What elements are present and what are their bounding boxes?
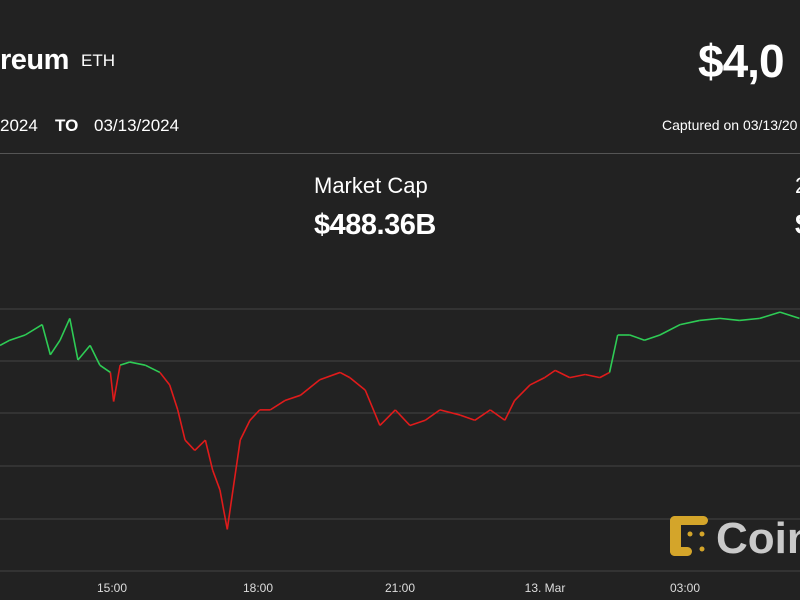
price-segment [409, 419, 426, 427]
price-segment [144, 364, 161, 374]
price-segment [284, 394, 301, 402]
price-segment [219, 489, 229, 530]
price-segment [24, 323, 43, 336]
price-segment [569, 373, 586, 379]
price-segment [514, 384, 531, 402]
x-tick-label: 03:00 [670, 581, 700, 595]
price-segment [424, 409, 441, 421]
price-segment [49, 339, 61, 356]
price-segment [659, 323, 681, 336]
x-tick-label: 21:00 [385, 581, 415, 595]
price-segment [184, 439, 196, 451]
price-segment [759, 311, 781, 320]
price-segment [585, 373, 600, 379]
market-cap-value: $488.36B [314, 209, 436, 241]
price-segment [226, 489, 234, 530]
price-segment [9, 334, 26, 341]
price-segment [699, 317, 721, 322]
current-price: $4,0 [698, 35, 785, 87]
asset-title: reum [0, 44, 69, 76]
market-cap-label: Market Cap [314, 173, 428, 198]
price-segment [379, 409, 396, 427]
price-segment [474, 409, 491, 421]
price-segment [629, 334, 645, 341]
price-segment [239, 419, 251, 441]
price-segment [608, 334, 619, 373]
price-segment [232, 439, 242, 491]
x-tick-label: 13. Mar [525, 581, 566, 595]
price-segment [119, 361, 131, 366]
price-segment [364, 389, 381, 426]
divider [0, 153, 800, 154]
asset-ticker: ETH [81, 51, 115, 70]
from-date: 2024 [0, 116, 38, 135]
price-segment [779, 311, 800, 320]
stat-value-right: $ [795, 209, 800, 242]
price-segment [739, 317, 760, 322]
price-segment [319, 371, 341, 381]
price-segment [99, 364, 111, 374]
price-segment [554, 369, 571, 379]
price-segment [644, 334, 661, 341]
price-segment [339, 371, 351, 379]
price-segment [459, 414, 476, 422]
price-segment [41, 324, 52, 355]
price-segment [394, 409, 411, 427]
price-segment [0, 339, 11, 347]
price-segment [269, 399, 286, 411]
price-segment [112, 365, 121, 402]
price-line [0, 311, 800, 530]
price-segment [176, 409, 186, 441]
price-segment [59, 318, 71, 341]
to-date: 03/13/2024 [94, 116, 180, 135]
price-segment [204, 439, 214, 471]
price-segment [439, 409, 461, 416]
coindesk-logo-icon [668, 514, 712, 563]
x-axis: 15:00 18:00 21:00 13. Mar 03:00 [97, 581, 700, 595]
price-segment [168, 384, 179, 411]
price-segment [194, 439, 206, 452]
price-segment [299, 379, 321, 396]
stat-label-right: 2 [795, 173, 800, 199]
price-segment [489, 409, 506, 421]
price-segment [680, 319, 700, 326]
price-segment [529, 376, 545, 386]
to-label: TO [55, 116, 79, 135]
price-segment [77, 344, 91, 361]
price-segment [109, 372, 115, 402]
price-segment [69, 318, 79, 361]
price-segment [719, 317, 740, 322]
captured-timestamp: Captured on 03/13/20 [662, 117, 798, 133]
price-segment [211, 469, 221, 491]
x-tick-label: 18:00 [243, 581, 273, 595]
price-segment [349, 377, 366, 391]
x-tick-label: 15:00 [97, 581, 127, 595]
price-segment [249, 409, 261, 421]
price-segment [504, 400, 516, 421]
price-segment [544, 369, 556, 379]
logo-text: Coin [716, 514, 800, 563]
price-segment [159, 371, 171, 386]
price-segment [599, 371, 610, 379]
chart-grid [0, 308, 800, 572]
price-segment [129, 361, 146, 366]
price-segment [89, 345, 101, 366]
